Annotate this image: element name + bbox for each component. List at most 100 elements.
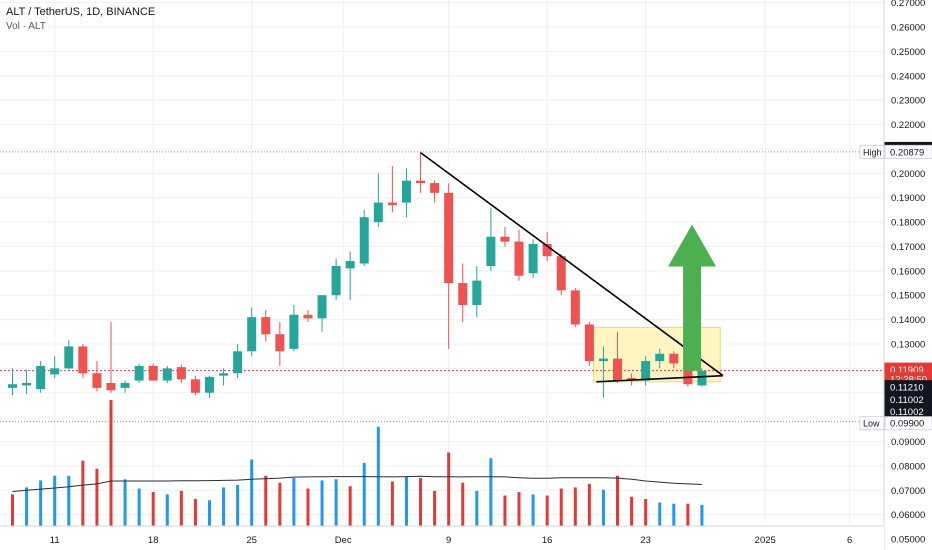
candle [289,314,299,349]
x-tick-label: 25 [246,535,257,546]
volume-indicator-label: Vol · ALT [6,21,46,32]
candle [8,384,17,388]
volume-bar [292,478,296,527]
candle [556,256,566,291]
volume-bar [11,494,14,527]
volume-bar [658,502,662,527]
candle [120,382,130,388]
y-tick-label: 0.05000 [891,535,925,546]
candle [233,351,243,374]
volume-bar [419,478,423,527]
volume-bar [25,487,29,527]
volume-bar [404,476,408,527]
y-tick-label: 0.06000 [891,510,925,521]
candle [106,382,116,391]
price-axis [884,0,932,550]
y-tick-label: 0.20000 [891,169,925,180]
volume-bar [222,487,226,527]
volume-bar [348,486,352,527]
candle [430,183,440,193]
price-label-box [884,144,932,159]
volume-bar [95,468,99,527]
price-tag-box [859,144,885,159]
y-tick-label: 0.09000 [891,437,925,448]
candle [359,217,369,264]
x-tick-label: 9 [446,535,451,546]
candle [317,295,327,319]
volume-bar [320,480,324,527]
candle [261,317,271,335]
candle [36,365,46,390]
volume-bar [236,485,240,527]
candle [416,180,426,184]
candle [669,353,679,364]
volume-bar [587,483,591,527]
y-tick-label: 0.26000 [891,23,925,34]
candle [190,379,200,393]
y-tick-label: 0.19000 [891,193,925,204]
candle [64,346,74,369]
volume-bar [362,462,366,527]
candle [401,180,411,203]
volume-bar [81,460,85,527]
candle [570,290,580,325]
volume-bar [306,488,310,527]
candle [176,367,186,380]
y-tick-label: 0.07000 [891,486,925,497]
volume-bar [193,499,197,527]
volume-bar [559,488,563,527]
candle [655,353,665,362]
y-tick-label: 0.14000 [891,315,925,326]
candle [50,368,60,375]
y-tick-label: 0.23000 [891,96,925,107]
candle [444,192,454,284]
volume-bar [461,482,465,527]
candle [247,317,257,352]
price-label: 12:28:50 [890,375,927,386]
price-tag: Low [863,419,880,429]
candle [697,370,707,386]
volume-bar [686,503,690,527]
volume-bar [672,503,676,527]
candle [542,244,552,257]
candle [219,373,229,376]
candle [22,382,32,386]
volume-bar [545,495,549,527]
descending-trendline[interactable] [420,151,724,377]
y-tick-label: 0.13000 [891,339,925,350]
volume-bar [700,504,704,527]
y-tick-label: 0.24000 [891,71,925,82]
candle [613,358,623,381]
candle [275,334,285,352]
y-tick-label: 0.18000 [891,218,925,229]
candle [78,346,88,374]
candle [514,241,524,276]
candle [528,244,538,274]
candle [472,280,482,305]
volume-bar [390,481,394,527]
x-tick-label: Dec [335,535,352,546]
volume-bar [601,489,605,527]
volume-bar [475,490,479,527]
price-label-box [884,416,932,431]
candle [500,236,510,242]
candle [641,361,651,381]
x-tick-label: 11 [50,535,60,546]
price-label: 0.11002 [890,395,924,406]
y-tick-label: 0.16000 [891,266,925,277]
candle [134,365,144,381]
x-tick-label: 18 [148,535,159,546]
volume-bar [67,475,71,527]
price-label: 0.09900 [890,419,924,430]
support-trendline[interactable] [596,374,724,383]
volume-bar [433,490,437,527]
candle [92,373,102,388]
time-axis [0,526,884,550]
candle [486,236,496,266]
candle [162,368,172,381]
candle [683,365,693,385]
volume-bar [630,496,634,527]
volume-bar [137,488,141,527]
volume-bar [179,490,183,527]
